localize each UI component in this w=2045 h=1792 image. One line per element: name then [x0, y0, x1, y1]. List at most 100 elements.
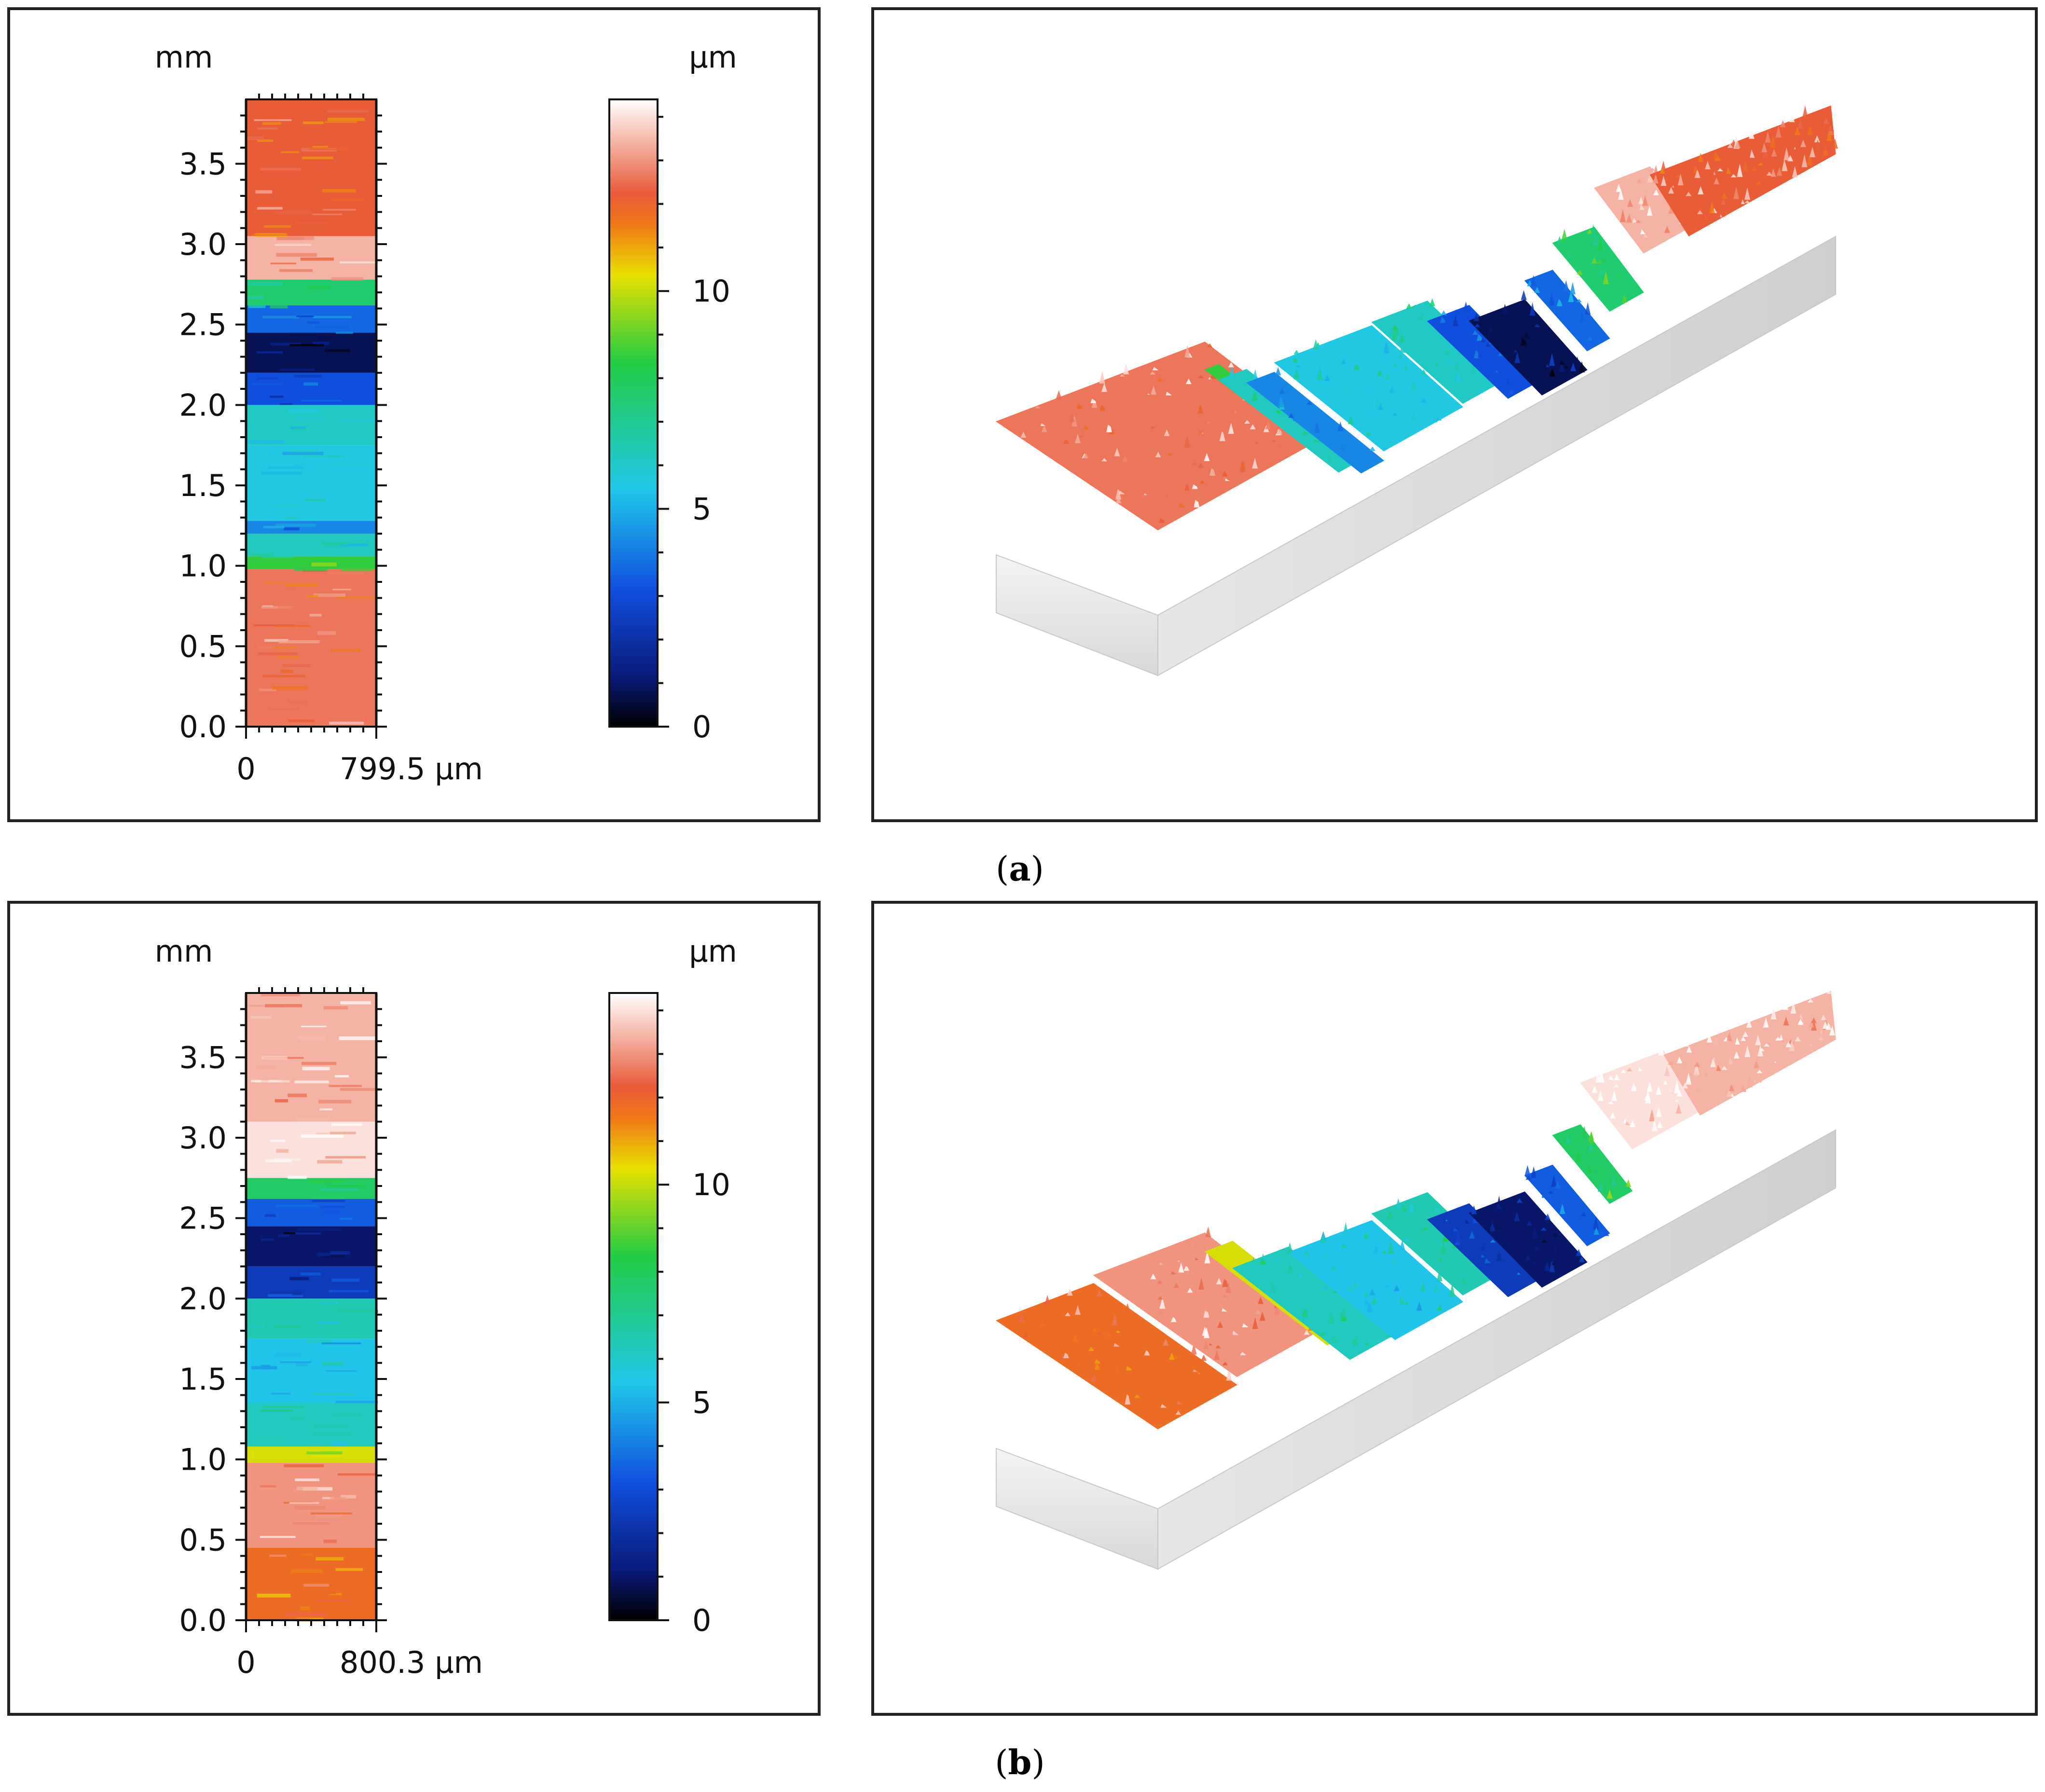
surface-spike	[1729, 1084, 1735, 1091]
surface-spike	[1369, 446, 1375, 451]
height-texture	[289, 344, 324, 346]
surface-spike	[1362, 353, 1369, 358]
surface-spike	[1597, 1090, 1604, 1101]
surface-spike	[1710, 1058, 1716, 1067]
height-texture	[340, 1088, 381, 1091]
height-texture	[325, 1156, 366, 1158]
surface-strip	[1079, 1283, 1237, 1392]
surface-spike	[1444, 342, 1450, 350]
surface-spike	[1792, 166, 1798, 178]
surface-spike	[1677, 174, 1684, 186]
surface-spike	[1157, 376, 1163, 382]
height-texture	[254, 119, 292, 121]
height-texture	[290, 427, 306, 429]
height-texture	[329, 1085, 362, 1087]
surface-spike	[1812, 118, 1819, 125]
surface-spike	[1345, 387, 1352, 390]
surface-spike	[1183, 1265, 1190, 1271]
surface-spike	[1770, 135, 1776, 148]
height-texture	[302, 455, 345, 458]
surface-spike	[1593, 1227, 1599, 1235]
surface-spike	[1570, 362, 1576, 372]
surface-spike	[1083, 453, 1089, 458]
height-texture	[327, 1185, 366, 1188]
surface-spike	[1627, 199, 1633, 207]
height-texture	[288, 333, 317, 335]
surface-spike	[1190, 1237, 1196, 1249]
height-texture	[301, 1134, 343, 1138]
height-texture	[262, 675, 306, 678]
surface-spike	[1782, 158, 1788, 171]
surface-spike	[1207, 343, 1213, 348]
surface-spike	[1822, 1020, 1828, 1029]
height-texture	[270, 304, 288, 309]
surface-spike	[1404, 1236, 1410, 1241]
height-texture	[276, 253, 317, 257]
height-texture	[314, 327, 349, 329]
surface-spike	[1559, 361, 1565, 372]
surface-spike	[1341, 1305, 1347, 1317]
surface-spike	[1686, 1072, 1692, 1085]
surface-spike	[1394, 1227, 1400, 1231]
surface-spike	[1721, 192, 1728, 199]
surface-spike	[1377, 403, 1384, 410]
surface-spike	[1420, 1282, 1426, 1292]
height-texture	[258, 652, 298, 656]
surface-spike	[1726, 1032, 1732, 1041]
height-texture	[246, 440, 285, 444]
surface-spike	[1661, 176, 1667, 186]
height-texture	[257, 139, 274, 142]
height-texture	[282, 663, 311, 667]
surface-spike	[1175, 1410, 1181, 1415]
surface-spike	[1789, 115, 1795, 123]
height-texture	[262, 122, 281, 125]
surface-spike	[1549, 292, 1555, 306]
height-texture	[317, 1060, 345, 1062]
caption-a: (a)	[996, 849, 1044, 889]
surface-spike	[1204, 1327, 1210, 1338]
height-texture	[257, 207, 283, 210]
surface-spike	[1709, 201, 1715, 213]
height-texture	[246, 424, 277, 427]
height-texture	[313, 316, 352, 318]
surface-spike	[1620, 1069, 1627, 1073]
y-tick-label: 1.0	[179, 549, 227, 584]
surface-spike	[1197, 404, 1204, 414]
height-texture	[336, 596, 379, 599]
surface-spike	[1088, 1346, 1094, 1351]
height-texture	[311, 562, 337, 566]
surface-spike	[1217, 1321, 1223, 1328]
height-texture	[301, 400, 342, 402]
surface-spike	[1196, 362, 1202, 367]
surface-spike	[1421, 369, 1427, 375]
surface-spike	[1469, 1231, 1475, 1239]
surface-spike	[1473, 312, 1480, 321]
surface-spike	[1647, 173, 1653, 182]
height-texture	[257, 646, 275, 649]
surface-spike	[1525, 1255, 1531, 1260]
height-texture	[295, 1232, 321, 1235]
surface-spike	[1657, 1121, 1663, 1128]
height-texture	[328, 118, 365, 122]
surface-spike	[1320, 1332, 1326, 1336]
surface-spike	[1306, 400, 1313, 405]
height-texture	[258, 487, 281, 491]
surface-spike	[1586, 1166, 1592, 1172]
height-texture	[302, 1487, 333, 1491]
surface-spike	[1094, 1362, 1100, 1370]
surface-spike	[1125, 1303, 1131, 1313]
surface-spike	[1144, 1349, 1150, 1356]
surface-spike	[1523, 331, 1530, 339]
height-texture	[319, 336, 331, 339]
height-texture	[331, 1123, 362, 1126]
height-texture	[267, 453, 290, 455]
surface-spike	[1083, 425, 1089, 429]
surface-spike	[1693, 1073, 1699, 1076]
y-tick-label: 0.0	[179, 709, 227, 744]
surface-spike	[1603, 1233, 1609, 1236]
surface-spike	[1744, 187, 1750, 200]
surface-spike	[1597, 1181, 1604, 1192]
height-texture	[288, 408, 320, 413]
height-texture	[310, 1512, 352, 1515]
surface-spike	[1222, 1361, 1228, 1365]
